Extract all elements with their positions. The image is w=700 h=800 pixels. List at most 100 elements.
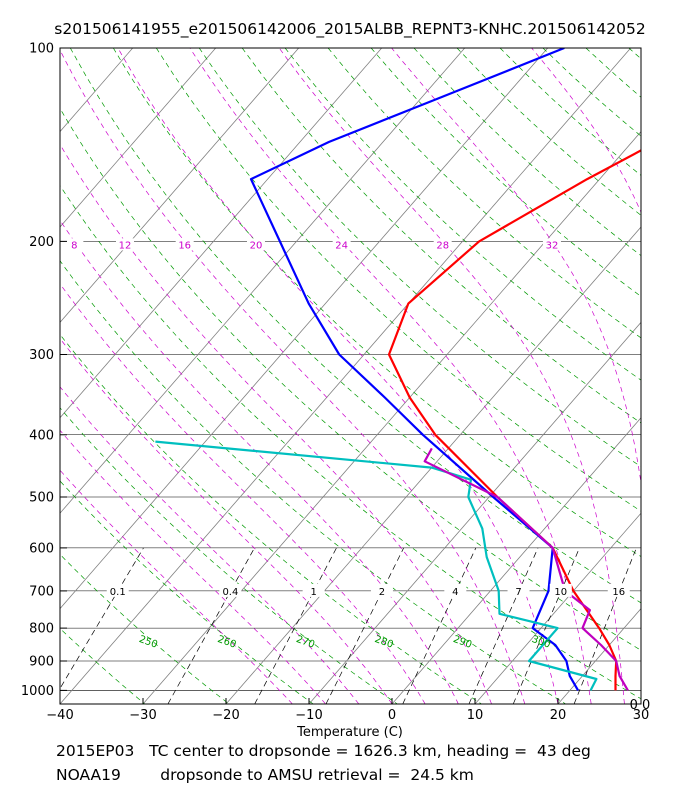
moist-adiabat-line [117, 48, 559, 704]
mixing-ratio-label-bg [607, 583, 630, 597]
moist-adiabat-label: 8 [71, 240, 77, 251]
x-axis-tick-label: −20 [212, 708, 239, 723]
y-axis-tick-label: 900 [29, 654, 54, 669]
mixing-ratio-label: 2 [379, 587, 385, 598]
moist-adiabat-label: 32 [546, 240, 559, 251]
dry-adiabat-line [60, 260, 566, 704]
isotherm-line [60, 48, 217, 228]
isotherm-line [60, 48, 466, 514]
dry-adiabat-label: 290 [452, 634, 474, 651]
y-axis-tick-label: 300 [29, 348, 54, 363]
isotherm-line [60, 48, 632, 704]
moist-adiabat-line [60, 283, 426, 704]
mixing-ratio-label: 0.4 [222, 587, 238, 598]
isotherm-line [60, 48, 383, 419]
mixing-ratio-label: 4 [452, 587, 458, 598]
mixing-ratio-label: 16 [612, 587, 625, 598]
moist-adiabat-line [60, 469, 293, 704]
dry-adiabat-line [413, 48, 641, 257]
dry-adiabat-label: 260 [216, 634, 238, 651]
y-axis-tick-label: 500 [29, 491, 54, 506]
moist-adiabat-line [189, 48, 592, 704]
x-axis-tick-label: −10 [295, 708, 322, 723]
isotherm-line [474, 512, 641, 704]
isotherm-line [640, 703, 641, 704]
isotherm-line [142, 130, 641, 704]
dry-adiabat-line [370, 48, 641, 297]
y-axis-tick-label: 200 [29, 235, 54, 250]
dry-adiabat-line [60, 702, 61, 704]
isotherm-line [225, 226, 641, 704]
isotherm-line [60, 48, 300, 324]
x-axis-tick-label: 0 [388, 708, 396, 723]
dry-adiabat-line [672, 48, 700, 704]
y-axis-tick-label: 600 [29, 541, 54, 556]
x-axis-tick-label: 30 [633, 708, 650, 723]
dry-adiabat-line [60, 627, 146, 704]
x-axis-tick-label: −30 [129, 708, 156, 723]
plot-frame [59, 47, 642, 705]
dry-adiabat-line [60, 480, 314, 704]
y-axis-tick-label: 400 [29, 428, 54, 443]
info-line-1: 2015EP03 TC center to dropsonde = 1626.3… [56, 742, 591, 760]
moist-adiabat-label-bg [65, 238, 84, 251]
dry-adiabat-label: 280 [373, 634, 395, 651]
mixing-ratio-label: 7 [515, 587, 521, 598]
chart-background-lines [0, 48, 700, 704]
dry-adiabat-line [60, 407, 398, 704]
moist-adiabat-label: 28 [436, 240, 449, 251]
moist-adiabat-label-bg [332, 238, 351, 251]
mixing-ratio-line [573, 547, 637, 704]
mixing-ratio-line [60, 547, 144, 690]
corner-label: 0 0 [630, 698, 651, 713]
dry-adiabat-line [542, 48, 641, 137]
dry-adiabat-line [60, 184, 641, 700]
moist-adiabat-label-bg [246, 238, 265, 251]
moist-adiabat-line [278, 48, 625, 704]
dry-adiabat-line [60, 553, 230, 704]
mixing-ratio-label-bg [507, 583, 530, 597]
dry-adiabat-line [585, 48, 641, 98]
mixing-ratio-label-bg [444, 583, 467, 597]
dry-adiabat-line [284, 48, 641, 381]
dry-adiabat-label: 250 [137, 634, 159, 651]
dry-adiabat-line [198, 48, 641, 468]
mixing-ratio-label-bg [549, 583, 572, 597]
isotherm-line [60, 48, 134, 133]
x-axis-label: Temperature (C) [296, 725, 403, 740]
x-axis-tick-label: 10 [467, 708, 484, 723]
moist-adiabat-label: 20 [250, 240, 263, 251]
info-line-2: NOAA19 dropsonde to AMSU retrieval = 24.… [56, 766, 474, 784]
mixing-ratio-line [402, 547, 477, 704]
dry-adiabat-line [628, 48, 641, 60]
x-axis-tick-label: −40 [46, 708, 73, 723]
isotherm-line [308, 321, 641, 704]
moist-adiabat-line [60, 49, 526, 704]
mixing-ratio-label: 0.1 [110, 587, 126, 598]
series-line [249, 48, 580, 691]
moist-adiabat-line [682, 48, 700, 704]
moist-adiabat-line [60, 143, 492, 704]
isotherm-line [0, 48, 50, 704]
y-axis-tick-label: 800 [29, 622, 54, 637]
x-axis-tick-label: 20 [550, 708, 567, 723]
y-axis-tick-label: 100 [29, 42, 54, 57]
dry-adiabat-line [60, 333, 482, 704]
series-line [155, 440, 598, 691]
isotherm-line [391, 417, 641, 704]
moist-adiabat-label: 12 [119, 240, 132, 251]
moist-adiabat-line [60, 219, 459, 704]
moist-adiabat-label: 24 [335, 240, 348, 251]
mixing-ratio-label-bg [219, 583, 242, 597]
moist-adiabat-label: 16 [178, 240, 191, 251]
mixing-ratio-line [325, 547, 405, 704]
dry-adiabat-line [113, 48, 641, 557]
dry-adiabat-line [327, 48, 641, 339]
chart-title: s201506141955_e201506142006_2015ALBB_REP… [54, 20, 646, 38]
mixing-ratio-label-bg [302, 583, 325, 597]
isotherm-line [557, 607, 641, 704]
mixing-ratio-label-bg [370, 583, 393, 597]
